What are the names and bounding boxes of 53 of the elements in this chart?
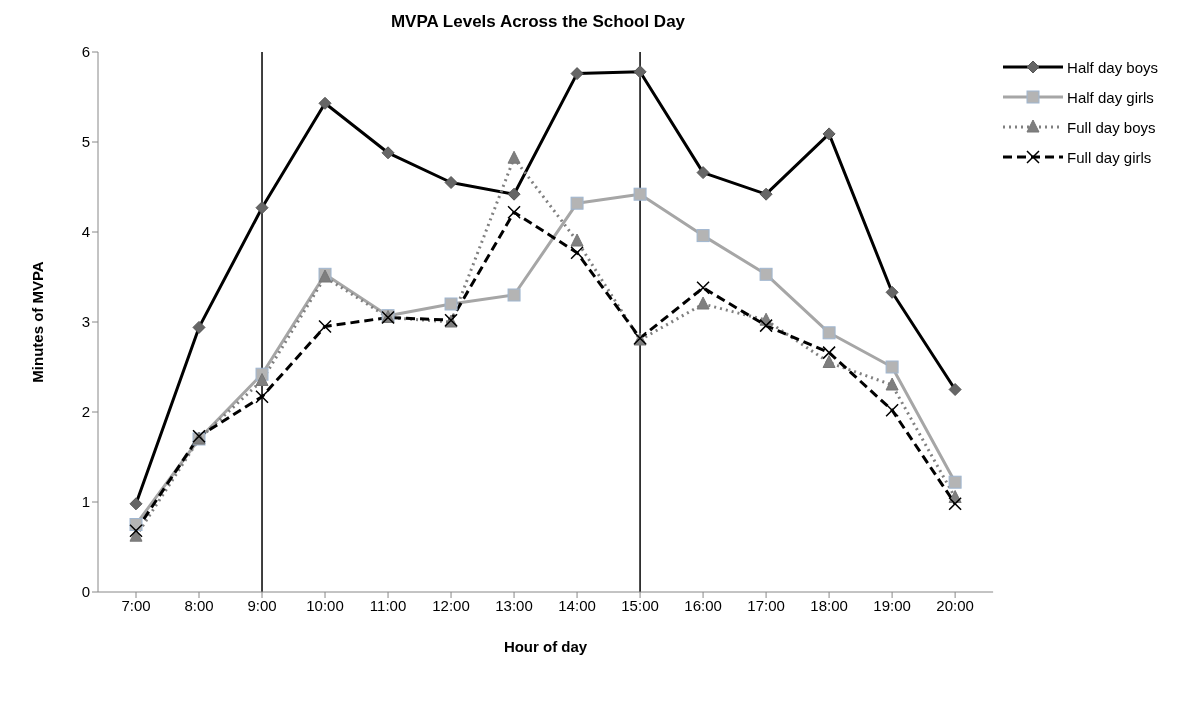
y-tick-label: 0 xyxy=(81,583,90,601)
legend-label: Half day boys xyxy=(1067,58,1158,76)
x-tick-label: 17:00 xyxy=(747,596,785,614)
x-axis-title: Hour of day xyxy=(503,638,588,655)
x-tick-label: 15:00 xyxy=(621,596,659,614)
point xyxy=(255,389,269,404)
x-tick-label: 16:00 xyxy=(684,596,722,614)
point xyxy=(444,297,458,311)
point xyxy=(759,267,773,281)
point xyxy=(885,377,899,391)
point xyxy=(822,355,836,368)
x-tick-label: 9:00 xyxy=(247,596,277,614)
point xyxy=(507,150,521,164)
point xyxy=(948,497,962,511)
legend-label: Half day girls xyxy=(1067,88,1154,106)
x-tick-label: 19:00 xyxy=(873,596,911,614)
y-tick-label: 3 xyxy=(81,313,90,331)
x-tick-label: 7:00 xyxy=(121,596,151,614)
point xyxy=(696,296,710,310)
point xyxy=(822,326,836,340)
y-tick-label: 6 xyxy=(81,43,90,61)
x-tick-label: 14:00 xyxy=(558,596,596,614)
chart-title: MVPA Levels Across the School Day xyxy=(389,12,687,32)
point xyxy=(759,318,773,333)
x-tick-label: 10:00 xyxy=(306,596,344,614)
point xyxy=(570,196,584,210)
y-tick-label: 5 xyxy=(81,133,90,151)
x-tick-label: 11:00 xyxy=(369,596,407,614)
point xyxy=(570,233,584,247)
point xyxy=(129,524,143,538)
point xyxy=(507,288,521,302)
point xyxy=(318,319,332,334)
point xyxy=(570,245,584,260)
x-tick-label: 20:00 xyxy=(936,596,974,614)
y-axis-title: Minutes of MVPA xyxy=(29,261,47,383)
point xyxy=(696,229,710,243)
point xyxy=(885,403,899,417)
x-tick-label: 8:00 xyxy=(184,596,214,614)
y-tick-label: 2 xyxy=(81,403,90,421)
point xyxy=(255,373,269,386)
x-tick-label: 13:00 xyxy=(495,596,533,614)
legend-label: Full day boys xyxy=(1067,118,1156,136)
point xyxy=(696,281,710,295)
point xyxy=(885,360,899,374)
point xyxy=(633,187,647,201)
y-tick-label: 4 xyxy=(81,223,90,241)
point xyxy=(822,345,836,360)
legend-label: Full day girls xyxy=(1067,148,1152,166)
x-tick-label: 12:00 xyxy=(432,596,470,614)
point xyxy=(948,475,962,489)
point xyxy=(507,205,521,219)
x-tick-label: 18:00 xyxy=(810,596,848,614)
y-tick-label: 1 xyxy=(81,493,90,511)
